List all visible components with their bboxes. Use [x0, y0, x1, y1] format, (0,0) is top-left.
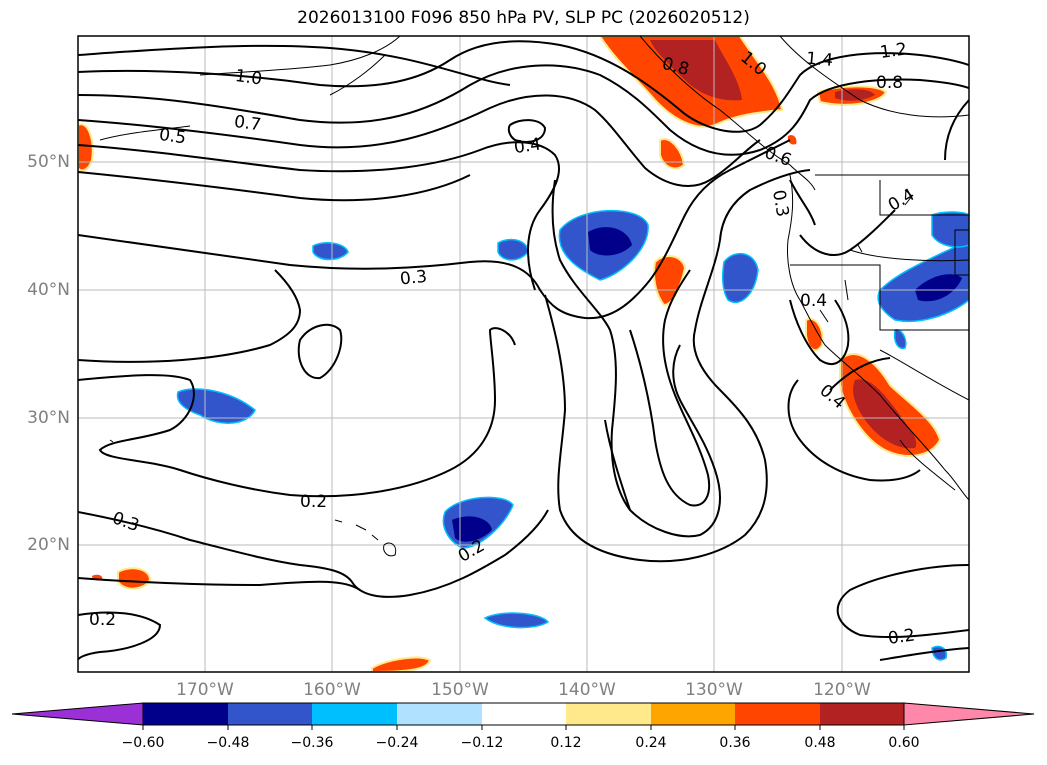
slp-contour — [604, 419, 631, 511]
slp-contour — [787, 379, 921, 482]
colorbar-swatch — [397, 703, 482, 725]
slp-contour — [78, 611, 162, 661]
colorbar — [11, 702, 1035, 730]
slp-contour — [78, 269, 302, 363]
pv-positive-core — [853, 379, 917, 449]
slp-contour — [78, 141, 560, 291]
contour-label: 0.4 — [513, 135, 543, 159]
lat-label: 30°N — [27, 408, 70, 428]
slp-contour — [507, 119, 547, 143]
pv-negative-core — [452, 516, 492, 542]
slp-contour — [297, 323, 343, 380]
pv-negative-area — [893, 329, 907, 350]
pv-positive-area — [117, 567, 152, 590]
colorbar-swatch — [651, 703, 735, 725]
pv-positive-area — [78, 123, 94, 172]
colorbar-tick-label: 0.24 — [635, 735, 667, 751]
contour-label: 1.2 — [879, 39, 909, 63]
colorbar-tick-label: 0.36 — [719, 735, 751, 751]
slp-contour — [789, 299, 850, 365]
pv-positive-core — [835, 89, 875, 101]
colorbar-tick-label: 0.48 — [804, 735, 836, 751]
lon-label: 140°W — [558, 680, 616, 700]
contour-label: 1.0 — [234, 66, 264, 90]
plot-frame — [77, 35, 970, 673]
colorbar-extend-high — [903, 702, 1035, 726]
pv-positive-area — [659, 138, 686, 170]
pv-negative-core — [915, 274, 962, 302]
contour-label: 0.7 — [233, 112, 263, 136]
lat-label: 20°N — [27, 535, 70, 555]
lat-label: 40°N — [27, 280, 70, 300]
colorbar-swatch — [312, 703, 397, 725]
pv-positive-area — [787, 135, 797, 145]
contour-label: 0.3 — [399, 267, 428, 290]
colorbar-tick-label: 0.60 — [888, 735, 920, 751]
slp-contour — [78, 94, 761, 187]
pv-negative-area — [483, 612, 550, 629]
lat-label: 50°N — [27, 152, 70, 172]
slp-contour — [78, 44, 511, 86]
pv-shading — [78, 36, 969, 672]
pv-negative-area — [497, 238, 529, 261]
slp-contour — [789, 179, 816, 226]
graticule — [78, 36, 969, 672]
colorbar-tick-label: 0.12 — [550, 735, 582, 751]
lon-label: 120°W — [813, 680, 871, 700]
contour-label: 0.2 — [887, 625, 917, 649]
slp-contour — [78, 40, 969, 133]
slp-contour — [78, 139, 791, 320]
slp-contour — [78, 577, 361, 591]
contour-label: 0.3 — [768, 188, 792, 218]
slp-contour — [78, 64, 969, 156]
colorbar-swatch — [228, 703, 312, 725]
pv-negative-area — [312, 242, 349, 261]
colorbar-swatch — [482, 703, 566, 725]
slp-contour — [836, 564, 969, 639]
contour-label: 0.2 — [300, 492, 327, 512]
lon-label: 170°W — [176, 680, 234, 700]
colorbar-tick-label: −0.12 — [460, 735, 504, 751]
slp-contour — [879, 647, 969, 661]
slp-contour — [944, 99, 969, 161]
contour-label: 0.2 — [89, 610, 116, 630]
slp-contour — [829, 357, 891, 391]
pv-negative-area — [931, 211, 969, 248]
contour-label: 0.4 — [800, 291, 827, 311]
colorbar-tick-label: −0.24 — [375, 735, 419, 751]
slp-contours — [78, 40, 969, 661]
colorbar-swatch — [143, 703, 228, 725]
colorbar-tick-label: −0.48 — [206, 735, 250, 751]
slp-contour — [78, 509, 549, 598]
slp-contour — [719, 169, 811, 241]
colorbar-swatch — [735, 703, 820, 725]
contour-label: 0.5 — [158, 125, 188, 149]
colorbar-tick-label: −0.36 — [290, 735, 334, 751]
pv-positive-core — [650, 40, 742, 101]
slp-contour — [799, 209, 896, 256]
slp-contour — [551, 179, 721, 538]
pv-negative-core — [588, 227, 632, 256]
colorbar-extend-low — [11, 702, 144, 726]
lon-label: 150°W — [431, 680, 489, 700]
slp-contour — [544, 239, 768, 563]
pv-negative-area — [176, 388, 256, 424]
colorbar-swatch — [820, 703, 904, 725]
contour-label: 0.8 — [876, 73, 903, 93]
lon-label: 130°W — [685, 680, 743, 700]
slp-contour — [78, 171, 471, 202]
colorbar-swatch — [566, 703, 651, 725]
contour-label: 1.4 — [805, 49, 834, 71]
lon-label: 160°W — [303, 680, 361, 700]
map-title: 2026013100 F096 850 hPa PV, SLP PC (2026… — [297, 8, 750, 28]
slp-contour — [78, 327, 516, 498]
slp-contour — [629, 269, 710, 507]
colorbar-tick-label: −0.60 — [121, 735, 165, 751]
